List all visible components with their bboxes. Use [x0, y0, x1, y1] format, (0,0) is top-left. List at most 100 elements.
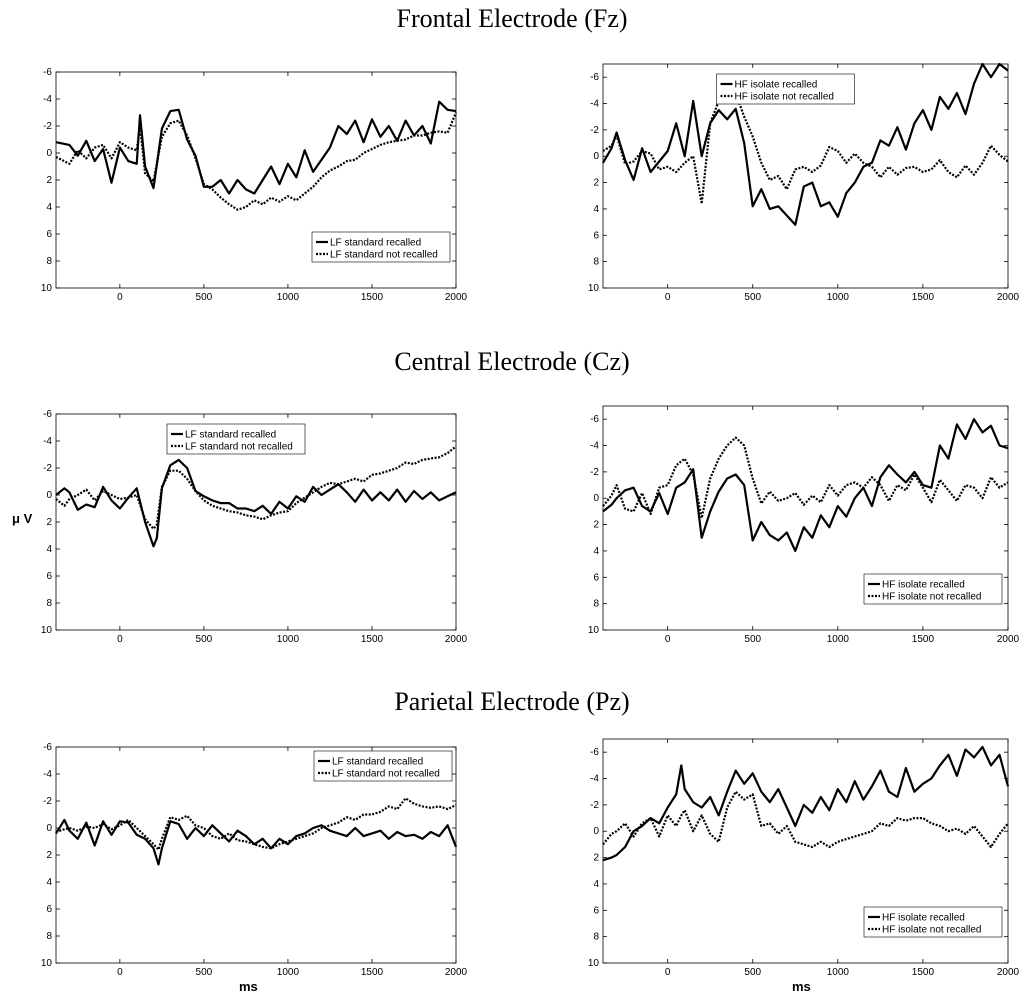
y-tick-label: -6 [590, 747, 599, 758]
x-tick-label: 1500 [361, 967, 384, 978]
x-tick-label: 0 [117, 967, 123, 978]
y-tick-label: -6 [43, 742, 52, 753]
cz-hf-plot: 0 500 1000 1500 2000 -6 -4 -2 0 2 4 6 8 10 HF isolate … [588, 405, 1020, 645]
pz-lf-plot: 0 500 1000 1500 2000 -6 -4 -2 0 2 4 6 8 10 LF standard… [41, 742, 468, 978]
legend-label: HF isolate not recalled [882, 592, 982, 603]
plot-frame [602, 738, 1009, 964]
y-tick-label: -6 [590, 414, 599, 425]
y-tick-label: 0 [593, 493, 599, 504]
legend-box [166, 423, 306, 455]
central-electrode-title: Central Electrode (Cz) [394, 347, 630, 376]
y-tick-label: 2 [593, 853, 599, 864]
y-tick-label: 0 [46, 148, 52, 159]
y-tick-label: 10 [41, 283, 53, 294]
y-tick-label: -4 [590, 99, 599, 110]
x-tick-label: 0 [117, 634, 123, 645]
frontal-electrode-title: Frontal Electrode (Fz) [396, 4, 628, 33]
y-tick-label: 4 [46, 202, 52, 213]
fz-hf-plot: 0 500 1000 1500 2000 -6 -4 -2 0 2 4 6 8 10 HF isolate … [588, 62, 1020, 303]
y-tick-label: 6 [46, 229, 52, 240]
x-tick-label: 0 [665, 967, 671, 978]
y-tick-label: -6 [43, 67, 52, 78]
series-line [55, 818, 458, 866]
x-tick-label: 1000 [827, 292, 850, 303]
legend-label: HF isolate not recalled [735, 92, 835, 103]
pz-hf-plot: 0 500 1000 1500 2000 -6 -4 -2 0 2 4 6 8 10 HF isolate … [588, 738, 1020, 978]
x-tick-label: 1000 [277, 634, 300, 645]
x-tick-label: 1500 [361, 292, 384, 303]
x-tick-label: 1000 [827, 967, 850, 978]
x-tick-label: 1500 [912, 292, 935, 303]
plot-frame [602, 405, 1009, 631]
y-tick-label: 8 [593, 599, 599, 610]
y-tick-label: -4 [43, 769, 52, 780]
y-tick-label: 2 [46, 175, 52, 186]
legend-label: LF standard recalled [185, 430, 276, 441]
x-tick-label: 500 [744, 292, 761, 303]
legend-label: LF standard not recalled [332, 769, 440, 780]
legend-box [311, 231, 451, 263]
parietal-electrode-title: Parietal Electrode (Pz) [394, 687, 630, 716]
y-tick-label: 2 [593, 520, 599, 531]
x-axis-label-left: ms [239, 979, 258, 994]
x-tick-label: 1000 [277, 967, 300, 978]
legend-box [863, 906, 1003, 938]
y-tick-label: 2 [46, 850, 52, 861]
x-tick-label: 500 [196, 292, 213, 303]
series-line [602, 62, 1009, 226]
y-tick-label: 10 [588, 625, 600, 636]
y-tick-label: -4 [43, 436, 52, 447]
y-tick-label: 4 [593, 546, 599, 557]
y-tick-label: -4 [43, 94, 52, 105]
y-tick-label: 0 [593, 151, 599, 162]
x-tick-label: 0 [665, 292, 671, 303]
y-tick-label: -6 [590, 72, 599, 83]
y-tick-label: -6 [43, 409, 52, 420]
y-tick-label: -2 [43, 796, 52, 807]
y-tick-label: 6 [593, 230, 599, 241]
y-tick-label: 0 [46, 490, 52, 501]
y-tick-label: 4 [593, 204, 599, 215]
y-tick-label: 0 [593, 826, 599, 837]
legend-label: HF isolate recalled [882, 913, 965, 924]
x-tick-label: 500 [744, 634, 761, 645]
y-tick-label: 10 [41, 958, 53, 969]
x-tick-label: 500 [744, 967, 761, 978]
y-tick-label: 6 [46, 571, 52, 582]
y-tick-label: 8 [46, 598, 52, 609]
y-tick-label: 4 [593, 879, 599, 890]
y-tick-label: 6 [593, 905, 599, 916]
x-tick-label: 0 [117, 292, 123, 303]
y-tick-label: 2 [46, 517, 52, 528]
x-tick-label: 2000 [997, 967, 1020, 978]
y-tick-label: 8 [46, 931, 52, 942]
x-tick-label: 2000 [997, 292, 1020, 303]
y-tick-label: 6 [46, 904, 52, 915]
legend-label: LF standard not recalled [185, 442, 293, 453]
x-tick-label: 2000 [445, 634, 468, 645]
series-line [55, 100, 457, 195]
x-tick-label: 0 [665, 634, 671, 645]
x-tick-label: 1500 [912, 967, 935, 978]
x-tick-label: 1500 [912, 634, 935, 645]
y-tick-label: -2 [590, 125, 599, 136]
legend-box [863, 573, 1003, 605]
y-tick-label: 8 [593, 257, 599, 268]
legend-label: LF standard not recalled [330, 250, 438, 261]
y-tick-label: 6 [593, 572, 599, 583]
x-tick-label: 500 [196, 967, 213, 978]
cz-lf-plot: 0 500 1000 1500 2000 -6 -4 -2 0 2 4 6 8 10 LF standard… [41, 409, 468, 645]
x-tick-label: 1000 [827, 634, 850, 645]
series-line [55, 458, 457, 548]
x-axis-label-right: ms [792, 979, 811, 994]
series-line [55, 797, 457, 851]
x-tick-label: 2000 [445, 292, 468, 303]
series-line [602, 745, 1010, 862]
x-tick-label: 2000 [445, 967, 468, 978]
